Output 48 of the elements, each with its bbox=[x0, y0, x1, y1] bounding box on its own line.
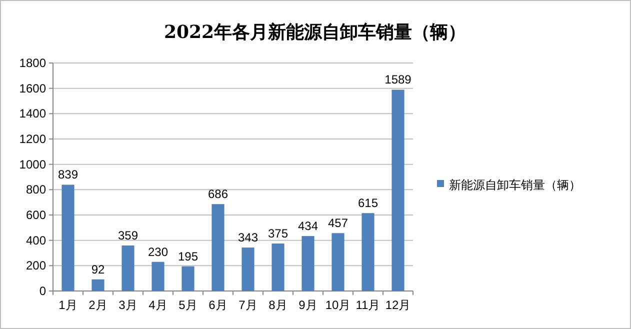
y-tick-label: 600 bbox=[26, 208, 46, 222]
y-tick-label: 400 bbox=[26, 233, 46, 248]
bar bbox=[152, 262, 164, 291]
y-tick-label: 200 bbox=[26, 258, 46, 273]
data-label: 92 bbox=[91, 262, 105, 276]
x-tick-label: 1月 bbox=[58, 298, 78, 312]
data-label: 195 bbox=[178, 249, 198, 264]
y-tick-label: 800 bbox=[26, 182, 46, 197]
bar bbox=[212, 204, 224, 291]
bar bbox=[182, 266, 194, 291]
x-tick-label: 6月 bbox=[208, 298, 228, 312]
x-tick-label: 10月 bbox=[325, 298, 351, 312]
y-tick-label: 1200 bbox=[19, 132, 46, 146]
x-tick-label: 9月 bbox=[298, 298, 318, 312]
x-tick-label: 11月 bbox=[356, 298, 380, 312]
x-tick-label: 12月 bbox=[385, 298, 411, 312]
data-label: 375 bbox=[268, 226, 288, 240]
bar bbox=[362, 213, 374, 291]
data-label: 615 bbox=[358, 196, 378, 210]
x-tick-label: 2月 bbox=[88, 298, 108, 312]
data-label: 686 bbox=[208, 187, 228, 202]
data-label: 359 bbox=[118, 228, 138, 243]
y-tick-label: 1600 bbox=[19, 81, 46, 96]
x-tick-label: 8月 bbox=[268, 298, 288, 312]
bar bbox=[122, 246, 134, 291]
data-label: 434 bbox=[298, 219, 318, 234]
data-label: 230 bbox=[148, 244, 168, 259]
bar bbox=[92, 279, 104, 291]
data-label: 839 bbox=[58, 168, 78, 182]
y-tick-label: 0 bbox=[39, 284, 46, 298]
data-label: 1589 bbox=[384, 72, 412, 87]
data-label: 457 bbox=[328, 216, 348, 230]
y-tick-label: 1800 bbox=[19, 56, 46, 70]
x-tick-label: 7月 bbox=[238, 298, 258, 312]
bar bbox=[332, 233, 344, 291]
bar bbox=[272, 244, 284, 291]
x-tick-label: 5月 bbox=[178, 298, 198, 312]
y-tick-label: 1400 bbox=[19, 106, 46, 121]
x-tick-label: 4月 bbox=[148, 298, 168, 312]
legend-label: 新能源自卸车销量（辆） bbox=[449, 178, 581, 192]
y-tick-label: 1000 bbox=[19, 157, 46, 172]
x-tick-label: 3月 bbox=[118, 298, 138, 312]
bar bbox=[302, 236, 314, 291]
chart-title: 2022年各月新能源自卸车销量（辆） bbox=[164, 22, 466, 43]
bar bbox=[392, 90, 404, 291]
data-label: 343 bbox=[238, 230, 258, 245]
bar bbox=[62, 184, 74, 291]
bar bbox=[242, 248, 254, 291]
